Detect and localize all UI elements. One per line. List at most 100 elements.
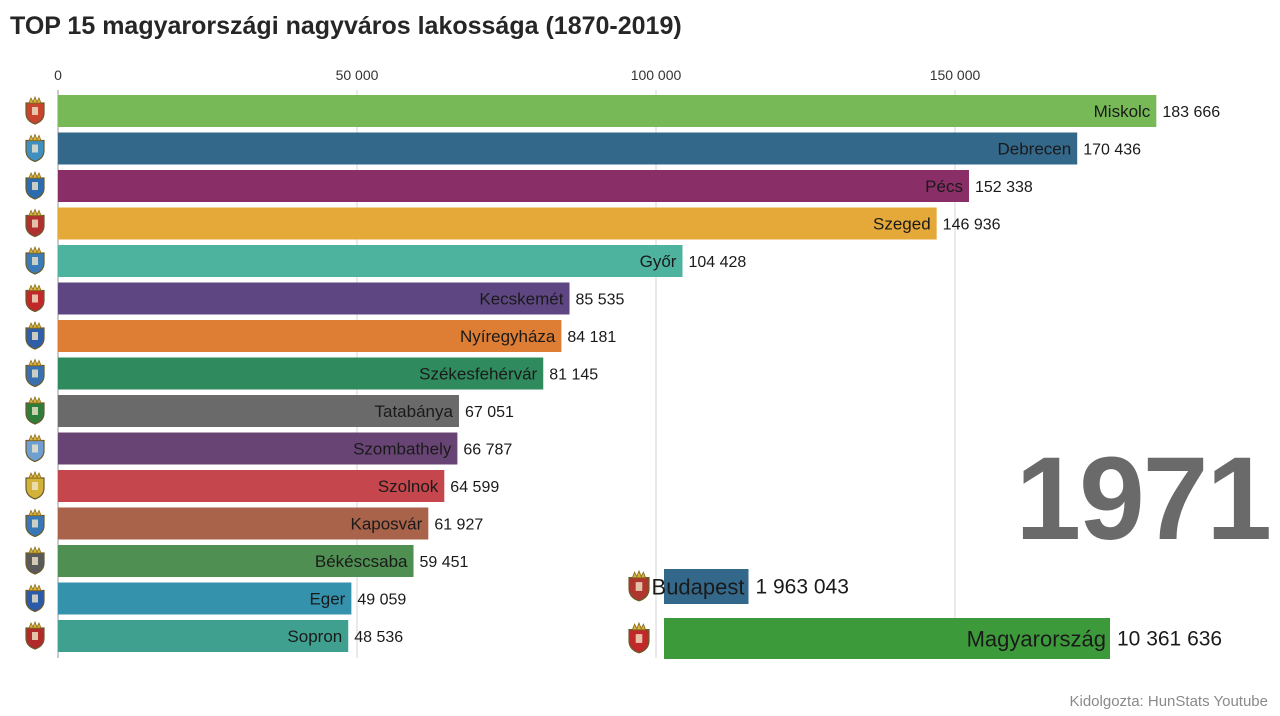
bar-category-label: Kaposvár bbox=[350, 515, 422, 534]
bar-category-label: Szombathely bbox=[353, 440, 452, 459]
crest-icon bbox=[25, 395, 45, 425]
bar-value-label: 66 787 bbox=[463, 442, 512, 459]
bar-value-label: 146 936 bbox=[943, 217, 1001, 234]
crest-icon-crown bbox=[28, 583, 42, 591]
bar-category-label: Tatabánya bbox=[375, 402, 454, 421]
bar-category-label: Szolnok bbox=[378, 477, 439, 496]
bar bbox=[58, 320, 562, 352]
bar bbox=[58, 357, 544, 390]
bar bbox=[58, 470, 445, 502]
crest-icon-charge bbox=[32, 257, 38, 265]
crest-icon bbox=[25, 545, 45, 575]
hungary-crest-icon bbox=[628, 621, 650, 654]
bar-category-label: Nyíregyháza bbox=[460, 327, 556, 346]
bar bbox=[58, 245, 683, 277]
crest-icon-charge bbox=[32, 369, 38, 378]
bar-value-label: 67 051 bbox=[465, 404, 514, 421]
bar bbox=[58, 207, 937, 240]
crest-icon-charge bbox=[32, 519, 38, 528]
crest-icon bbox=[25, 208, 45, 238]
total-bar-label: Magyarország bbox=[967, 627, 1106, 652]
bar bbox=[58, 582, 352, 615]
bar-category-label: Székesfehérvár bbox=[419, 365, 537, 384]
bar-value-label: 59 451 bbox=[420, 554, 469, 571]
bar-value-label: 85 535 bbox=[575, 292, 624, 309]
credit-text: Kidolgozta: HunStats Youtube bbox=[1069, 693, 1269, 710]
bar bbox=[58, 507, 429, 540]
bar-value-label: 183 666 bbox=[1162, 104, 1220, 121]
crest-icon-crown bbox=[28, 245, 42, 254]
crest-icon-crown bbox=[28, 620, 42, 629]
crest-icon-charge bbox=[32, 219, 38, 228]
crest-icon-crown bbox=[28, 170, 42, 179]
crest-icon-charge bbox=[32, 407, 38, 415]
bar-value-label: 84 181 bbox=[567, 329, 616, 346]
total-value-label: 1 963 043 bbox=[755, 576, 848, 599]
crest-icon-charge bbox=[32, 482, 38, 490]
crest-icon bbox=[25, 283, 45, 313]
bar-category-label: Miskolc bbox=[1094, 102, 1151, 121]
bar-category-label: Sopron bbox=[287, 627, 342, 646]
crest-icon bbox=[25, 133, 45, 163]
crest-icon-charge bbox=[32, 107, 38, 115]
total-value-label: 10 361 636 bbox=[1117, 628, 1222, 651]
crest-icon-crown bbox=[28, 283, 42, 291]
crest-icon bbox=[25, 320, 45, 350]
budapest-crest-icon-charge bbox=[635, 582, 643, 591]
bar-category-label: Szeged bbox=[873, 215, 931, 234]
crest-icon bbox=[25, 583, 45, 613]
crest-icon-charge bbox=[32, 332, 38, 340]
budapest-crest-icon-crown bbox=[631, 569, 647, 579]
total-bar bbox=[664, 569, 749, 604]
bar-category-label: Békéscsaba bbox=[315, 552, 408, 571]
crest-icon bbox=[25, 95, 45, 125]
bar-value-label: 152 338 bbox=[975, 179, 1033, 196]
budapest-crest-icon bbox=[628, 569, 650, 602]
crest-icon-crown bbox=[28, 433, 42, 441]
crest-icon-crown bbox=[28, 395, 42, 404]
bar-category-label: Kecskemét bbox=[479, 290, 563, 309]
crest-icon bbox=[25, 433, 45, 463]
crest-icon-charge bbox=[32, 444, 38, 453]
x-tick-label: 0 bbox=[54, 67, 62, 83]
crest-icon-crown bbox=[28, 358, 42, 366]
crest-icon-crown bbox=[28, 545, 42, 554]
year-label: 1971 bbox=[1015, 433, 1272, 565]
bar-category-label: Debrecen bbox=[997, 140, 1071, 159]
crest-icon bbox=[25, 358, 45, 388]
crest-icon-charge bbox=[32, 294, 38, 303]
crest-icon-charge bbox=[32, 594, 38, 603]
crest-icon-crown bbox=[28, 320, 42, 329]
bar-value-label: 170 436 bbox=[1083, 142, 1141, 159]
bar-value-label: 64 599 bbox=[450, 479, 499, 496]
bar-value-label: 49 059 bbox=[357, 592, 406, 609]
crest-icon-charge bbox=[32, 144, 38, 153]
bar-category-label: Pécs bbox=[925, 177, 963, 196]
crest-icon-charge bbox=[32, 632, 38, 640]
hungary-crest-icon-charge bbox=[635, 634, 643, 643]
total-bar bbox=[664, 618, 1110, 659]
bar bbox=[58, 95, 1157, 127]
bar-value-label: 48 536 bbox=[354, 629, 403, 646]
bar bbox=[58, 132, 1078, 165]
bar bbox=[58, 545, 414, 577]
x-tick-label: 50 000 bbox=[336, 67, 379, 83]
x-tick-label: 150 000 bbox=[930, 67, 981, 83]
crest-icon bbox=[25, 508, 45, 538]
bar-category-label: Eger bbox=[309, 590, 345, 609]
bar bbox=[58, 432, 458, 465]
crest-icon-crown bbox=[28, 470, 42, 479]
total-bar-label: Budapest bbox=[652, 575, 745, 600]
crest-icon-crown bbox=[28, 508, 42, 516]
bar bbox=[58, 620, 349, 652]
bar bbox=[58, 395, 459, 427]
crest-icon-charge bbox=[32, 557, 38, 565]
bar-value-label: 81 145 bbox=[549, 367, 598, 384]
hungary-crest-icon-crown bbox=[631, 621, 647, 631]
crest-icon bbox=[25, 170, 45, 200]
bar bbox=[58, 170, 969, 202]
crest-icon-crown bbox=[28, 95, 42, 104]
crest-icon-crown bbox=[28, 208, 42, 216]
crest-icon-charge bbox=[32, 182, 38, 190]
